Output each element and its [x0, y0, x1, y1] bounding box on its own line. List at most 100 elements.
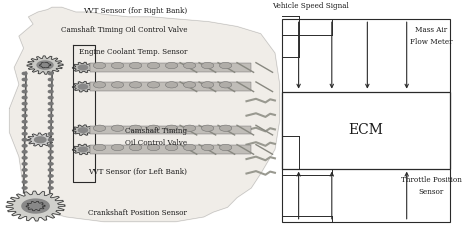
Text: Oil Control Valve: Oil Control Valve	[125, 139, 187, 147]
Circle shape	[129, 125, 142, 131]
Polygon shape	[37, 61, 53, 69]
Text: Sensor: Sensor	[419, 187, 444, 196]
Polygon shape	[26, 201, 45, 211]
Text: Mass Air: Mass Air	[415, 26, 447, 34]
Circle shape	[219, 125, 232, 131]
Circle shape	[22, 145, 27, 147]
Bar	[90, 82, 251, 91]
Bar	[90, 63, 251, 72]
Polygon shape	[27, 133, 54, 147]
Polygon shape	[78, 128, 88, 133]
Circle shape	[22, 127, 27, 129]
Circle shape	[93, 62, 106, 69]
Circle shape	[48, 96, 53, 99]
Text: Vehicle Speed Signal: Vehicle Speed Signal	[272, 2, 349, 10]
Circle shape	[22, 139, 27, 141]
Circle shape	[48, 133, 53, 135]
Polygon shape	[35, 137, 46, 143]
Circle shape	[48, 169, 53, 171]
Polygon shape	[39, 62, 51, 68]
Bar	[90, 145, 251, 154]
Circle shape	[22, 78, 27, 81]
Circle shape	[48, 114, 53, 117]
Circle shape	[183, 125, 196, 131]
Polygon shape	[78, 147, 88, 152]
Text: Camshaft Timing: Camshaft Timing	[125, 127, 187, 135]
Circle shape	[48, 127, 53, 129]
Circle shape	[22, 163, 27, 165]
Circle shape	[93, 125, 106, 131]
Circle shape	[22, 151, 27, 153]
Polygon shape	[43, 64, 47, 66]
Circle shape	[22, 175, 27, 177]
Polygon shape	[73, 125, 93, 135]
Circle shape	[201, 144, 214, 151]
Circle shape	[48, 139, 53, 141]
Circle shape	[129, 62, 142, 69]
Circle shape	[22, 90, 27, 93]
Circle shape	[111, 125, 124, 131]
Circle shape	[93, 144, 106, 151]
Circle shape	[201, 125, 214, 131]
Text: Crankshaft Position Sensor: Crankshaft Position Sensor	[88, 209, 187, 217]
Circle shape	[93, 82, 106, 88]
Circle shape	[48, 157, 53, 159]
Polygon shape	[6, 191, 65, 221]
Circle shape	[22, 72, 27, 75]
Circle shape	[147, 125, 160, 131]
Circle shape	[183, 62, 196, 69]
Polygon shape	[22, 199, 49, 213]
Circle shape	[48, 151, 53, 153]
Circle shape	[22, 120, 27, 123]
Circle shape	[165, 144, 178, 151]
Text: Throttle Position: Throttle Position	[401, 175, 462, 184]
Bar	[282, 92, 450, 169]
Circle shape	[129, 82, 142, 88]
Circle shape	[183, 144, 196, 151]
Circle shape	[111, 144, 124, 151]
Text: ECM: ECM	[349, 123, 383, 137]
Text: Flow Meter: Flow Meter	[410, 38, 453, 46]
Circle shape	[129, 144, 142, 151]
Circle shape	[22, 114, 27, 117]
Circle shape	[48, 90, 53, 93]
Circle shape	[201, 82, 214, 88]
Circle shape	[111, 82, 124, 88]
Circle shape	[48, 72, 53, 75]
Bar	[282, 19, 450, 222]
Circle shape	[147, 62, 160, 69]
Circle shape	[22, 169, 27, 171]
Circle shape	[48, 181, 53, 183]
Circle shape	[219, 62, 232, 69]
Circle shape	[147, 82, 160, 88]
Text: Camshaft Timing Oil Control Valve: Camshaft Timing Oil Control Valve	[61, 26, 187, 34]
Circle shape	[165, 82, 178, 88]
Polygon shape	[78, 65, 88, 70]
Circle shape	[147, 144, 160, 151]
Circle shape	[22, 181, 27, 183]
Polygon shape	[73, 62, 93, 73]
Polygon shape	[73, 144, 93, 155]
Text: VVT Sensor (for Right Bank): VVT Sensor (for Right Bank)	[83, 7, 187, 15]
Bar	[90, 126, 251, 134]
Polygon shape	[73, 81, 93, 92]
Circle shape	[22, 133, 27, 135]
Polygon shape	[78, 84, 88, 89]
Circle shape	[22, 84, 27, 87]
Polygon shape	[27, 56, 63, 74]
Polygon shape	[9, 7, 280, 222]
Circle shape	[48, 102, 53, 105]
Circle shape	[48, 145, 53, 147]
Circle shape	[48, 84, 53, 87]
Circle shape	[165, 125, 178, 131]
Polygon shape	[31, 204, 40, 208]
Circle shape	[22, 108, 27, 111]
Circle shape	[201, 62, 214, 69]
Circle shape	[219, 144, 232, 151]
Text: Engine Coolant Temp. Sensor: Engine Coolant Temp. Sensor	[79, 48, 187, 56]
Circle shape	[22, 157, 27, 159]
Text: VVT Sensor (for Left Bank): VVT Sensor (for Left Bank)	[88, 168, 187, 176]
Circle shape	[48, 175, 53, 177]
Circle shape	[111, 62, 124, 69]
Circle shape	[22, 96, 27, 99]
